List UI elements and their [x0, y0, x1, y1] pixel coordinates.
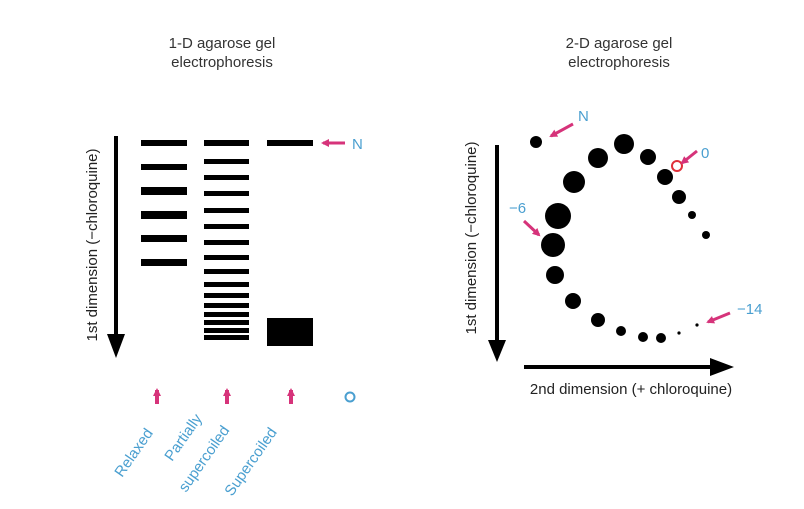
panel-1d: 1-D agarose gel electrophoresis 1st dime…	[84, 35, 363, 499]
panel-1d-y-axis-arrow	[107, 136, 125, 358]
panel-2d-y-axis-label: 1st dimension (−chloroquine)	[463, 141, 480, 334]
panel-2d-title-line1: 2-D agarose gel	[566, 35, 673, 52]
marker-minus14-arrow	[706, 311, 731, 324]
panel-2d-x-axis-label: 2nd dimension (+ chloroquine)	[530, 381, 732, 398]
marker-zero-label: 0	[701, 145, 709, 162]
origin-circle-icon	[344, 391, 356, 403]
panel-2d-n-arrow	[549, 122, 574, 138]
marker-minus6-label: −6	[509, 200, 526, 217]
lane-marker-arrows	[153, 388, 295, 404]
panel-2d: 2-D agarose gel electrophoresis 1st dime…	[463, 35, 762, 398]
panel-1d-title-line1: 1-D agarose gel	[169, 35, 276, 52]
panel-2d-x-axis-arrow	[524, 358, 734, 376]
marker-minus14-label: −14	[737, 301, 762, 318]
marker-zero-arrow	[680, 149, 698, 165]
lane-partially-supercoiled-bands	[204, 140, 249, 340]
lane-supercoiled-bands	[267, 140, 313, 346]
lane-label-relaxed: Relaxed	[111, 425, 156, 480]
panel-1d-title-line2: electrophoresis	[171, 54, 273, 71]
panel-2d-y-axis-arrow	[488, 145, 506, 362]
lane-relaxed-bands	[141, 140, 187, 266]
panel-1d-n-label: N	[352, 136, 363, 153]
marker-minus6-arrow	[522, 219, 541, 237]
gel-spots	[530, 134, 710, 343]
highlight-circle-icon	[671, 160, 683, 172]
panel-2d-title-line2: electrophoresis	[568, 54, 670, 71]
panel-1d-y-axis-label: 1st dimension (−chloroquine)	[84, 148, 101, 341]
panel-2d-n-label: N	[578, 108, 589, 125]
